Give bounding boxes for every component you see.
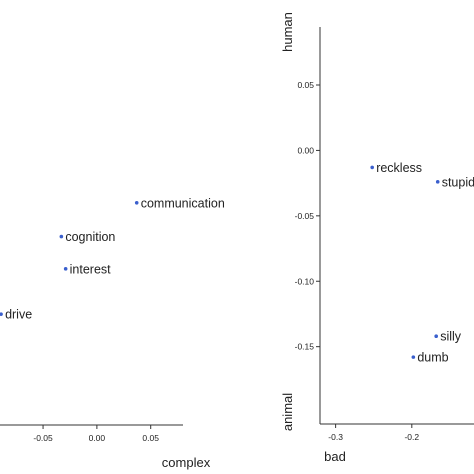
y-tick-label: -0.10	[295, 276, 315, 286]
right-chart-panel: 0.05 0.00 -0.05 -0.10 -0.15 -0.3 -0.2 bad human a…	[280, 12, 474, 464]
x-tick-label: -0.05	[33, 433, 53, 443]
left-chart-panel: -0.05 0.00 0.05 complex communication cogniti…	[0, 196, 225, 470]
y-tick-label: -0.15	[295, 342, 315, 352]
point-label: reckless	[376, 161, 422, 175]
point-label: silly	[440, 330, 462, 344]
y-tick-label: -0.05	[295, 211, 315, 221]
point-label: stupid	[442, 175, 474, 189]
data-point	[411, 355, 416, 359]
point-label: drive	[5, 308, 32, 322]
point-label: cognition	[65, 230, 115, 244]
y-tick-label: 0.05	[297, 80, 314, 90]
y-axis-bottom-label: animal	[280, 393, 295, 431]
data-point	[435, 180, 440, 184]
x-tick-label: -0.3	[328, 432, 343, 442]
point-label: interest	[70, 262, 112, 276]
point-label: communication	[141, 196, 225, 210]
data-point	[59, 234, 64, 239]
x-tick-label: -0.2	[404, 432, 419, 442]
point-label: dumb	[417, 351, 448, 365]
data-point	[63, 267, 68, 271]
y-tick-label: 0.00	[297, 145, 314, 155]
data-point	[370, 165, 374, 170]
x-tick-label: 0.00	[89, 433, 106, 443]
y-axis-top-label: human	[280, 12, 295, 52]
data-point	[434, 334, 438, 339]
x-tick-label: 0.05	[142, 433, 159, 443]
data-point	[0, 312, 3, 316]
x-axis-title: bad	[324, 449, 346, 464]
data-point	[134, 201, 139, 205]
x-axis-title: complex	[162, 455, 211, 470]
